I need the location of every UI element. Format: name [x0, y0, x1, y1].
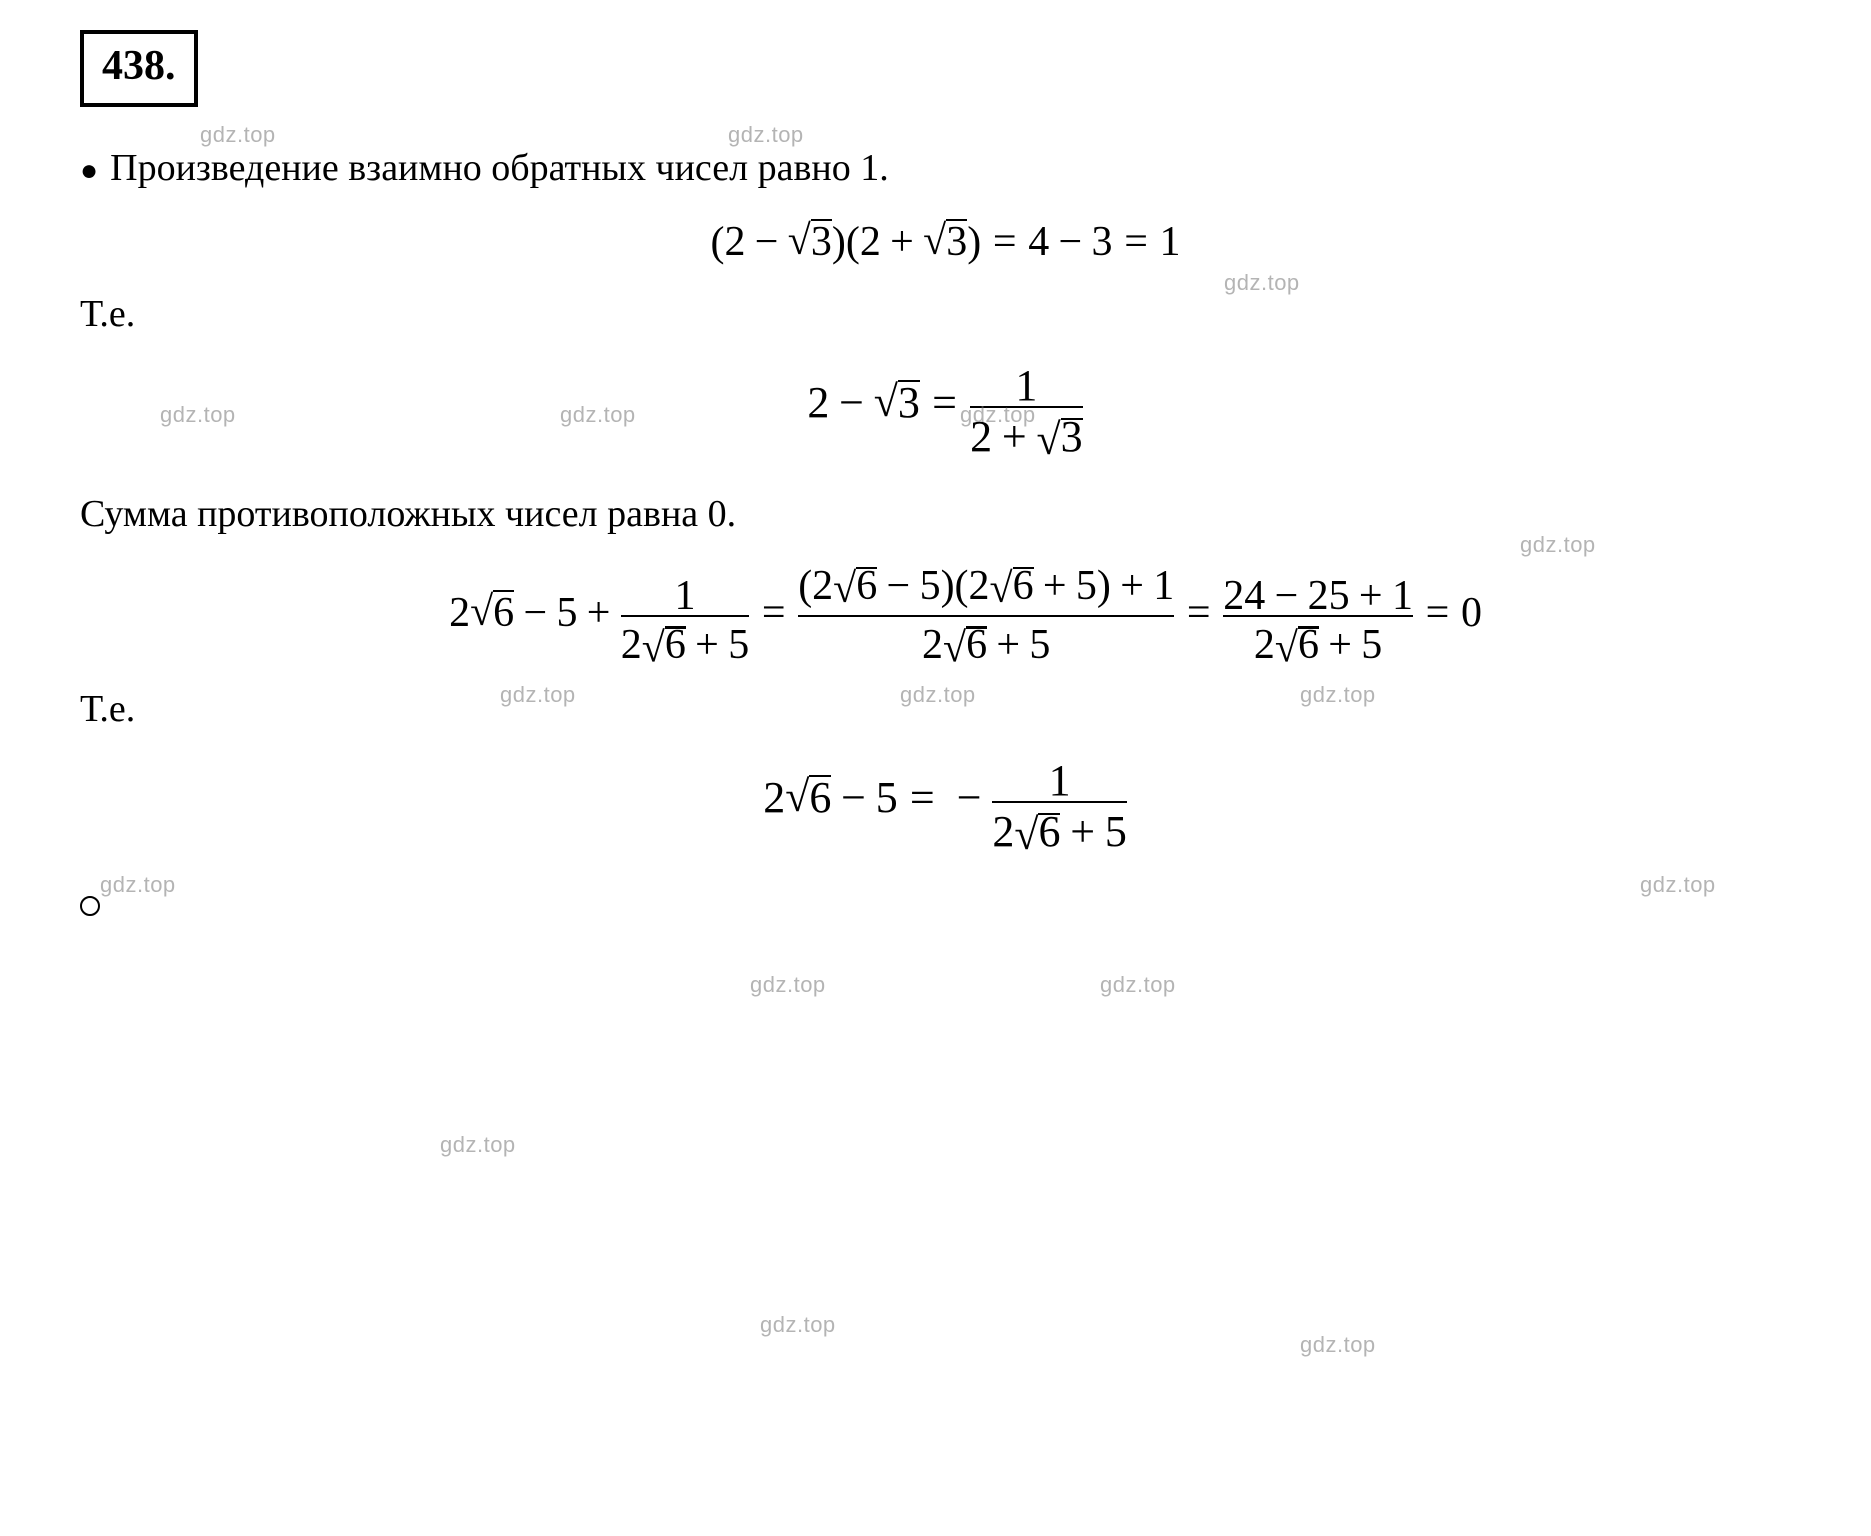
- equation-3: 26−5 + 1 26+5 = (26−5) (26+5) +1 26+5 = …: [80, 564, 1811, 660]
- equation-2: 2−3 = 1 2+3: [80, 371, 1811, 453]
- te-label-1: Т.е.: [80, 289, 1811, 340]
- equation-4: 26−5 =− 1 26+5: [80, 766, 1811, 848]
- paragraph-2: Сумма противоположных чисел равна 0.: [80, 489, 1811, 540]
- watermark-text: gdz.top: [1640, 870, 1716, 900]
- watermark-text: gdz.top: [760, 1310, 836, 1340]
- watermark-text: gdz.top: [750, 970, 826, 1000]
- watermark-text: gdz.top: [1300, 1330, 1376, 1360]
- bullet-line-1: ● Произведение взаимно обратных чисел рав…: [80, 143, 1811, 194]
- bullet-text-1: Произведение взаимно обратных чисел равн…: [110, 147, 889, 189]
- bullet-icon: ●: [80, 154, 98, 187]
- watermark-text: gdz.top: [1100, 970, 1176, 1000]
- open-circle-marker: [80, 896, 100, 916]
- te-label-2: Т.е.: [80, 684, 1811, 735]
- watermark-text: gdz.top: [100, 870, 176, 900]
- problem-number-box: 438.: [80, 30, 198, 107]
- watermark-text: gdz.top: [440, 1130, 516, 1160]
- equation-1: (2−3) (2+3) =4−3 =1: [80, 216, 1811, 265]
